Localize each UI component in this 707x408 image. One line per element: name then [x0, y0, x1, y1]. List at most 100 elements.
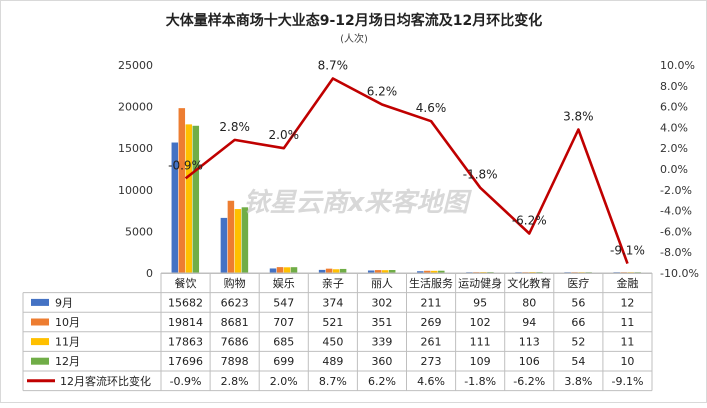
bar-4-5	[388, 270, 396, 273]
table-cell: 17863	[168, 336, 203, 349]
table-cell: 351	[371, 316, 392, 329]
line-data-label: -6.2%	[512, 213, 547, 227]
bar-3-5	[381, 270, 389, 273]
legend-label: 11月	[55, 336, 80, 349]
legend-label: 12月客流环比变化	[60, 374, 151, 388]
bar-4-4	[339, 268, 347, 273]
y-left-tick-label: 20000	[118, 101, 153, 114]
y-left-tick-label: 0	[146, 267, 153, 280]
line-data-label: 3.8%	[563, 109, 594, 123]
table-cell: 360	[371, 355, 392, 368]
table-cell: 11	[620, 316, 634, 329]
y-right-tick-label: 8.0%	[660, 80, 688, 93]
table-cell: 6.2%	[368, 375, 396, 388]
table-cell: 54	[571, 355, 585, 368]
y-right-tick-label: 0.0%	[660, 163, 688, 176]
watermark: 铱星云商x来客地图	[244, 188, 473, 218]
table-cell: 111	[470, 336, 491, 349]
table-cell: -0.9%	[170, 375, 202, 388]
y-right-tick-label: 2.0%	[660, 142, 688, 155]
bar-2-4	[325, 268, 333, 273]
y-right-tick-label: 4.0%	[660, 121, 688, 134]
bar-2-3	[276, 267, 284, 273]
bar-1-6	[417, 271, 424, 273]
table-cell: 374	[322, 296, 343, 309]
bar-4-6	[438, 270, 445, 273]
table-cell: 3.8%	[564, 375, 592, 388]
line-series-mom-change	[184, 77, 629, 265]
table-category-label: 丽人	[371, 277, 393, 290]
table-cell: -9.1%	[611, 375, 643, 388]
bar-3-3	[283, 267, 291, 273]
chart-title: 大体量样本商场十大业态9-12月场日均客流及12月环比变化	[166, 12, 543, 29]
bar-1-5	[367, 270, 375, 273]
table-cell: -1.8%	[464, 375, 496, 388]
table-cell: 2.8%	[221, 375, 249, 388]
table-cell: 4.6%	[417, 375, 445, 388]
table-cell: 106	[519, 355, 540, 368]
table-cell: 450	[322, 336, 343, 349]
table-cell: 66	[571, 316, 585, 329]
legend-label: 12月	[55, 355, 80, 368]
table-category-label: 餐饮	[175, 276, 197, 290]
y-right-tick-label: -4.0%	[660, 205, 692, 218]
table-category-label: 生活服务	[409, 276, 453, 290]
bar-3-4	[332, 269, 340, 273]
table-category-label: 亲子	[322, 276, 344, 290]
table-cell: 102	[470, 316, 491, 329]
table-cell: 19814	[168, 316, 203, 329]
bar-1-1	[171, 142, 179, 273]
table-cell: 699	[273, 355, 294, 368]
table-cell: 521	[322, 316, 343, 329]
y-right-tick-label: 10.0%	[660, 59, 695, 72]
y-left-tick-label: 5000	[125, 225, 153, 238]
table-cell: 339	[371, 336, 392, 349]
y-right-tick-label: -8.0%	[660, 246, 692, 259]
table-cell: -6.2%	[513, 375, 545, 388]
bar-4-1	[192, 125, 200, 273]
table-cell: 269	[421, 316, 442, 329]
table-cell: 113	[519, 336, 540, 349]
table-cell: 273	[421, 355, 442, 368]
table-cell: 109	[470, 355, 491, 368]
table-cell: 302	[371, 296, 392, 309]
line-data-label: 4.6%	[416, 101, 447, 115]
bar-3-2	[234, 209, 242, 273]
legend-swatch-3	[31, 338, 49, 346]
bar-2-2	[227, 200, 235, 273]
y-left-tick-label: 10000	[118, 184, 153, 197]
bar-2-6	[424, 270, 431, 273]
table-cell: 52	[571, 336, 585, 349]
bar-2-1	[178, 108, 186, 273]
y-right-tick-label: 6.0%	[660, 101, 688, 114]
y-left-tick-label: 25000	[118, 59, 153, 72]
table-category-label: 购物	[224, 276, 246, 290]
y-left-tick-label: 15000	[118, 142, 153, 155]
y-right-tick-label: -6.0%	[660, 225, 692, 238]
table-cell: 15682	[168, 296, 203, 309]
table-cell: 80	[522, 296, 536, 309]
line-data-label: 2.8%	[219, 120, 250, 134]
table-cell: 547	[273, 296, 294, 309]
table-cell: 7898	[221, 355, 249, 368]
table-cell: 95	[473, 296, 487, 309]
table-cell: 17696	[168, 355, 203, 368]
y-right-tick-label: -10.0%	[660, 267, 699, 280]
bar-4-3	[290, 267, 298, 273]
table-cell: 211	[421, 296, 442, 309]
table-cell: 489	[322, 355, 343, 368]
line-data-label: -9.1%	[610, 244, 645, 258]
table-cell: 685	[273, 336, 294, 349]
line-data-label: -1.8%	[463, 168, 498, 182]
bar-1-2	[220, 217, 228, 273]
table-cell: 12	[620, 296, 634, 309]
line-data-label: 8.7%	[318, 59, 349, 73]
table-cell: 8681	[221, 316, 249, 329]
table-category-label: 娱乐	[273, 276, 295, 290]
legend-label: 9月	[55, 296, 73, 309]
table-cell: 261	[421, 336, 442, 349]
table-cell: 6623	[221, 296, 249, 309]
